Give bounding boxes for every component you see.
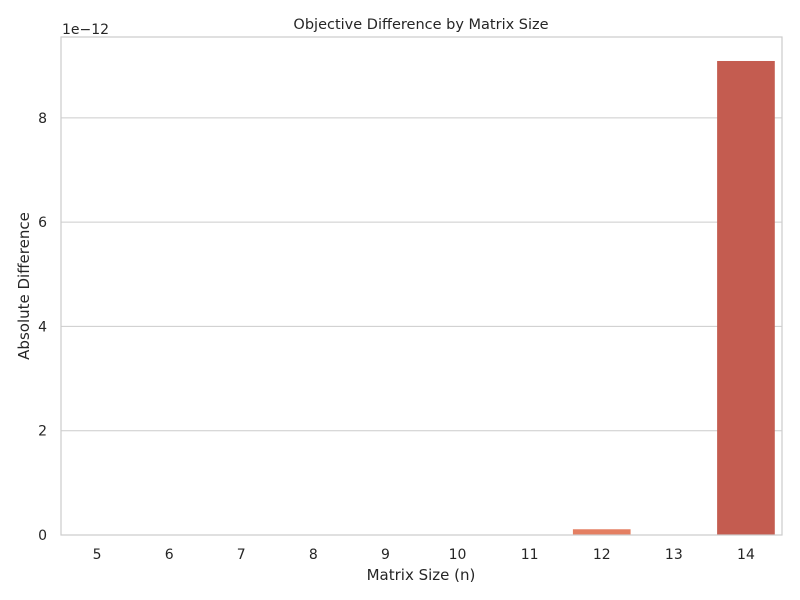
x-tick-label: 12: [593, 547, 611, 563]
x-tick-label: 13: [665, 547, 683, 563]
y-tick-label: 6: [38, 215, 47, 231]
plot-frame: [60, 36, 783, 536]
y-tick-label: 0: [38, 528, 47, 544]
x-tick-label: 5: [93, 547, 102, 563]
x-tick-label: 11: [521, 547, 539, 563]
bar-12: [572, 529, 631, 535]
x-tick-label: 8: [309, 547, 318, 563]
chart-title: Objective Difference by Matrix Size: [293, 17, 548, 33]
x-tick-label: 7: [237, 547, 246, 563]
y-tick-label: 4: [38, 319, 47, 335]
x-tick-label: 10: [449, 547, 467, 563]
y-tick-label: 8: [38, 111, 47, 127]
bars: [572, 60, 775, 536]
x-tick-label: 9: [381, 547, 390, 563]
y-tick-labels: 0 2 4 6 8: [38, 111, 47, 544]
y-tick-label: 2: [38, 424, 47, 440]
bar-14: [717, 60, 775, 536]
y-axis-label: Absolute Difference: [15, 212, 33, 360]
x-tick-label: 14: [737, 547, 755, 563]
x-axis-label: Matrix Size (n): [367, 566, 476, 584]
y-offset-label: 1e−12: [62, 22, 109, 38]
x-tick-labels: 5 6 7 8 9 10 11 12 13 14: [93, 547, 755, 563]
x-tick-label: 6: [165, 547, 174, 563]
